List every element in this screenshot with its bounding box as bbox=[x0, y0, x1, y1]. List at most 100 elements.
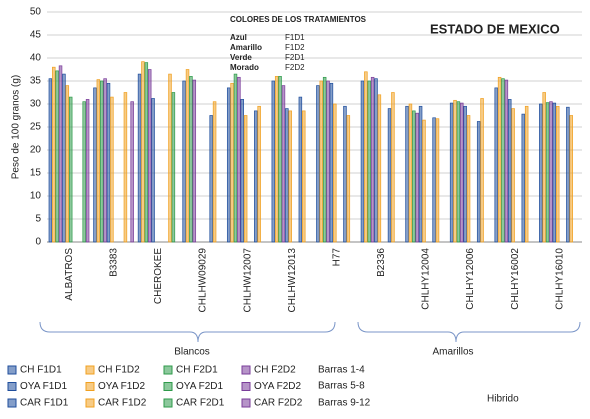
bar bbox=[278, 76, 282, 243]
bar bbox=[555, 105, 560, 243]
bar bbox=[449, 102, 454, 243]
bar bbox=[147, 69, 152, 243]
color-key-name: Morado bbox=[230, 63, 259, 72]
bar bbox=[137, 73, 142, 243]
group-label: Blancos bbox=[174, 347, 210, 358]
bar bbox=[549, 101, 553, 243]
bar bbox=[254, 110, 258, 243]
bar bbox=[552, 102, 557, 243]
bar bbox=[65, 85, 70, 243]
bar bbox=[408, 103, 413, 243]
bar bbox=[466, 115, 471, 243]
bar bbox=[85, 99, 90, 243]
legend-label: CAR F2D1 bbox=[176, 398, 225, 409]
color-key-name: Azul bbox=[230, 33, 247, 42]
bar bbox=[182, 80, 186, 243]
bar bbox=[494, 87, 498, 243]
bar bbox=[68, 96, 73, 243]
bar bbox=[524, 105, 529, 243]
bar bbox=[48, 78, 53, 243]
bar bbox=[185, 69, 190, 243]
bar bbox=[209, 115, 213, 243]
color-key-treatment: F1D2 bbox=[285, 43, 305, 52]
bar bbox=[456, 101, 461, 243]
bar bbox=[58, 65, 63, 243]
bar bbox=[432, 117, 436, 243]
bar bbox=[298, 96, 303, 243]
bar bbox=[542, 92, 546, 243]
legend-swatch bbox=[7, 398, 17, 408]
bar bbox=[539, 103, 543, 243]
bar bbox=[226, 87, 231, 243]
x-tick-label: CHLHY12004 bbox=[421, 248, 432, 310]
y-tick-label: 30 bbox=[30, 99, 42, 110]
y-tick-label: 45 bbox=[30, 30, 42, 41]
bar bbox=[171, 92, 176, 243]
x-tick-label: CHLHW12007 bbox=[242, 248, 253, 313]
footnote: Hibrido bbox=[487, 394, 519, 405]
color-key-name: Verde bbox=[230, 53, 252, 62]
bar bbox=[521, 113, 526, 243]
color-key-treatment: F2D1 bbox=[285, 53, 305, 62]
bar bbox=[93, 87, 97, 243]
bar bbox=[322, 76, 327, 243]
y-tick-label: 35 bbox=[30, 76, 42, 87]
bar bbox=[501, 78, 505, 243]
color-key-name: Amarillo bbox=[230, 43, 262, 52]
bar bbox=[82, 101, 86, 243]
bar bbox=[240, 99, 244, 243]
legend-swatch bbox=[7, 365, 17, 375]
x-tick-label: CHLHW09029 bbox=[198, 248, 209, 313]
legend-swatch bbox=[163, 398, 173, 408]
bar bbox=[412, 110, 416, 243]
bar bbox=[151, 98, 155, 243]
legend-label: CH F2D2 bbox=[254, 365, 296, 376]
legend-swatch bbox=[85, 365, 95, 375]
bar bbox=[463, 105, 467, 243]
legend-label: CH F1D2 bbox=[98, 365, 140, 376]
bar-note: Barras 5-8 bbox=[318, 381, 365, 392]
y-tick-label: 0 bbox=[35, 237, 41, 248]
bar bbox=[130, 101, 134, 243]
bar-note: Barras 1-4 bbox=[318, 365, 365, 376]
bar bbox=[288, 110, 292, 243]
legend-swatch bbox=[7, 382, 17, 391]
bar bbox=[343, 105, 347, 243]
bar bbox=[504, 79, 509, 243]
bar bbox=[391, 92, 395, 243]
bar bbox=[476, 121, 481, 243]
bar bbox=[566, 106, 570, 243]
legend-label: CAR F1D1 bbox=[20, 398, 69, 409]
bar bbox=[243, 115, 248, 243]
chart-title: ESTADO DE MEXICO bbox=[430, 21, 560, 36]
bar bbox=[237, 76, 241, 243]
bar bbox=[435, 118, 440, 243]
legend-swatch bbox=[163, 382, 173, 391]
x-tick-label: B2336 bbox=[376, 248, 387, 277]
bar bbox=[569, 115, 573, 243]
y-tick-label: 50 bbox=[30, 7, 42, 18]
bar bbox=[370, 76, 375, 243]
bar bbox=[422, 119, 426, 243]
legend-label: CAR F2D2 bbox=[254, 398, 303, 409]
bar bbox=[333, 103, 337, 243]
group-label: Amarillos bbox=[432, 347, 473, 358]
bar bbox=[453, 99, 457, 243]
legend-swatch bbox=[163, 365, 173, 375]
bar bbox=[480, 98, 484, 243]
bar bbox=[511, 108, 515, 243]
bar bbox=[230, 82, 234, 243]
bar bbox=[189, 76, 193, 243]
bar bbox=[106, 82, 111, 243]
legend-swatch bbox=[85, 398, 95, 408]
legend-label: OYA F1D2 bbox=[98, 381, 145, 392]
bar bbox=[497, 76, 502, 243]
group-brace bbox=[357, 321, 581, 343]
legend-swatch bbox=[241, 382, 251, 391]
legend-label: OYA F1D1 bbox=[20, 381, 67, 392]
x-tick-label: CHLHY16002 bbox=[510, 248, 521, 310]
bar bbox=[52, 66, 56, 243]
bar bbox=[387, 108, 392, 243]
bar bbox=[460, 102, 464, 243]
